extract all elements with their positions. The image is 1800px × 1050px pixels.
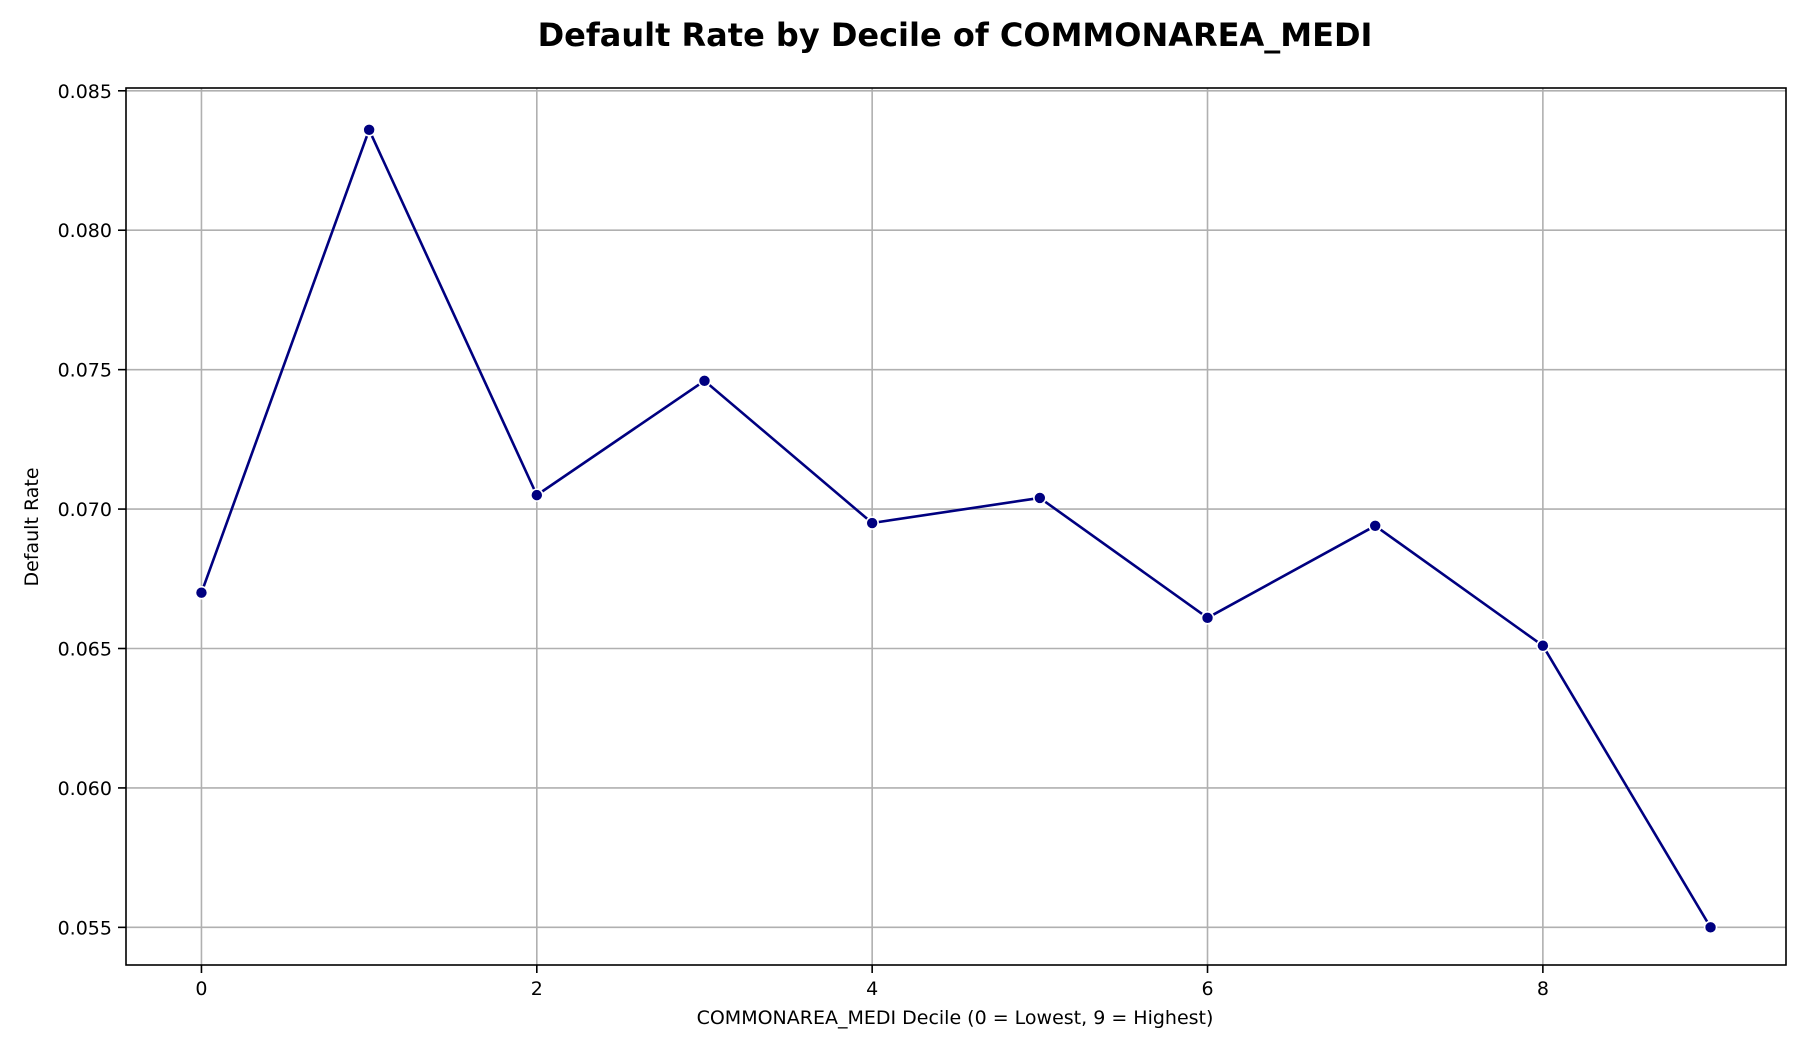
- plot-frame: [125, 87, 1787, 966]
- y-axis-label: Default Rate: [21, 467, 43, 586]
- y-tick-label: 0.075: [58, 360, 112, 382]
- y-tick-label: 0.060: [58, 778, 112, 800]
- grid-layer: [126, 88, 1786, 965]
- series-line: [200, 128, 1712, 929]
- x-tick-label: 6: [1201, 978, 1213, 1000]
- y-tick-label: 0.085: [58, 81, 112, 103]
- data-point: [362, 123, 376, 137]
- x-tick-label: 2: [531, 978, 543, 1000]
- x-tick-label: 8: [1537, 978, 1549, 1000]
- data-point: [1200, 611, 1215, 625]
- data-point: [194, 585, 209, 600]
- x-tick-label: 0: [195, 978, 207, 1000]
- series-layer: [194, 123, 1718, 935]
- x-axis-label: COMMONAREA_MEDI Decile (0 = Lowest, 9 = …: [697, 1007, 1214, 1029]
- data-point: [697, 373, 712, 388]
- data-point: [1536, 638, 1550, 653]
- y-tick-label: 0.065: [58, 638, 112, 660]
- y-tick-label: 0.070: [58, 499, 112, 521]
- x-tick-label: 4: [866, 978, 878, 1000]
- data-point: [1368, 519, 1382, 533]
- data-point: [1033, 491, 1047, 505]
- data-point: [530, 488, 544, 502]
- data-point: [865, 516, 879, 530]
- data-point: [1703, 920, 1718, 935]
- y-tick-label: 0.080: [58, 220, 112, 242]
- y-tick-label: 0.055: [58, 917, 112, 939]
- chart-title: Default Rate by Decile of COMMONAREA_MED…: [538, 16, 1373, 54]
- ticks-layer: 0 2 4 6 8 0.055 0.060 0.065 0.070 0.075 0.080 0.085: [58, 81, 1549, 1000]
